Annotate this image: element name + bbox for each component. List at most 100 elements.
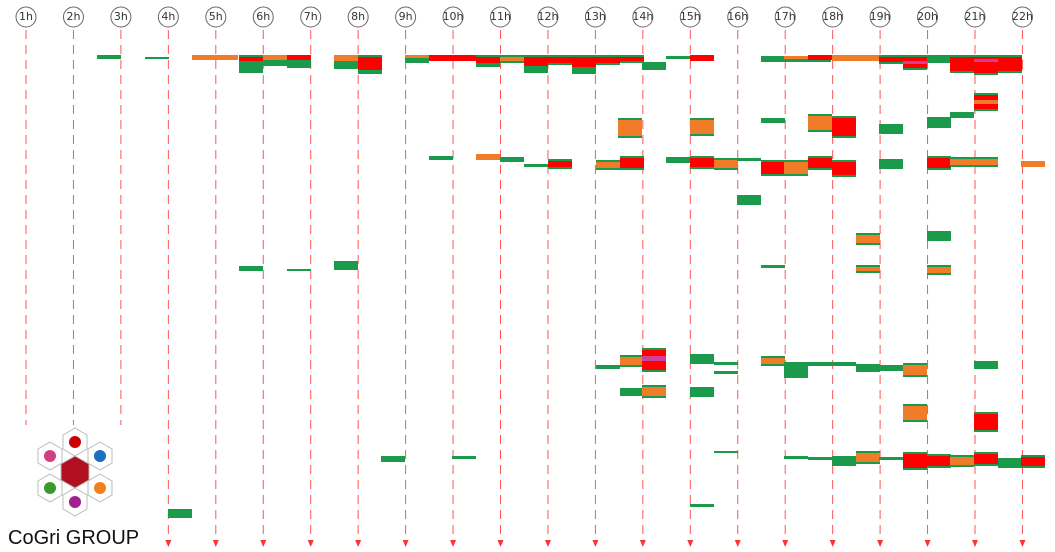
block-fill [998,458,1022,468]
block-edge [903,452,927,454]
block [620,355,644,367]
block [358,70,382,74]
block-fill [1021,161,1045,167]
hour-circle [62,6,84,28]
arrow [212,540,219,547]
block-edge [927,265,951,267]
block [666,56,690,59]
block [618,118,642,138]
block-fill [548,55,572,65]
block [856,364,880,372]
block-edge [572,67,596,69]
block-edge [642,348,666,350]
block-fill [168,509,192,518]
block-fill [950,55,974,73]
hour-label: 10h [443,10,464,23]
block [856,265,880,273]
block-fill [808,114,832,132]
block [642,356,666,361]
hour-label: 22h [1012,10,1033,23]
arrow [402,540,409,547]
block [524,55,548,68]
block-fill [476,63,500,67]
block-edge [974,157,998,159]
block [524,164,548,167]
block-fill [761,118,785,123]
block [974,361,998,369]
block [903,404,927,422]
block-fill [500,157,524,162]
hour-circle [964,6,986,28]
block-edge [620,355,644,357]
block [808,457,832,460]
block [784,160,808,176]
block-edge [856,233,880,235]
block-edge [927,273,951,275]
block [405,55,429,63]
block-fill [358,70,382,74]
block [476,63,500,67]
block [974,412,998,432]
block-fill [761,160,785,176]
block-fill [145,57,169,59]
block-fill [903,404,927,422]
block-edge [620,156,644,158]
block [168,509,192,518]
block [287,60,311,68]
block-fill [97,55,121,59]
block-edge [808,130,832,132]
block-edge [620,365,644,367]
hour-label: 15h [680,10,701,23]
block-fill [524,55,548,68]
block-edge [761,160,785,162]
block-edge [690,134,714,136]
block [714,371,738,374]
block [927,454,951,468]
block-fill [642,385,666,398]
block-edge [548,159,572,161]
block [903,61,927,64]
block [879,159,903,169]
logo: CoGri GROUP [8,427,139,549]
block [950,455,974,467]
block [856,451,880,464]
block-fill [808,457,832,460]
block-fill [714,362,738,365]
block-edge [998,71,1022,73]
block [808,55,832,60]
block [192,55,238,60]
block [714,451,738,453]
block-fill [334,61,358,69]
block-fill [287,55,311,60]
block-edge [690,156,714,158]
block-edge [572,55,596,57]
block-fill [572,69,596,74]
block-fill [856,364,880,372]
block-fill [784,362,808,378]
block-edge [856,462,880,464]
hour-label: 8h [351,10,365,23]
arrow [307,540,314,547]
block [524,68,548,73]
hour-circle [822,6,844,28]
block-fill [974,361,998,369]
block [429,156,453,160]
arrow [450,540,457,547]
block-edge [950,157,974,159]
block [998,55,1022,73]
block-fill [452,456,476,459]
block-fill [974,412,998,432]
block-fill [950,112,974,118]
block-edge [642,385,666,387]
block-fill [690,387,714,397]
block [927,55,951,63]
block-edge [548,55,572,57]
block [476,154,500,160]
block [548,55,572,65]
block-fill [737,195,761,205]
hour-label: 16h [727,10,748,23]
block [642,62,666,70]
hour-circle [395,6,417,28]
block-edge [903,468,927,470]
block [381,456,405,462]
